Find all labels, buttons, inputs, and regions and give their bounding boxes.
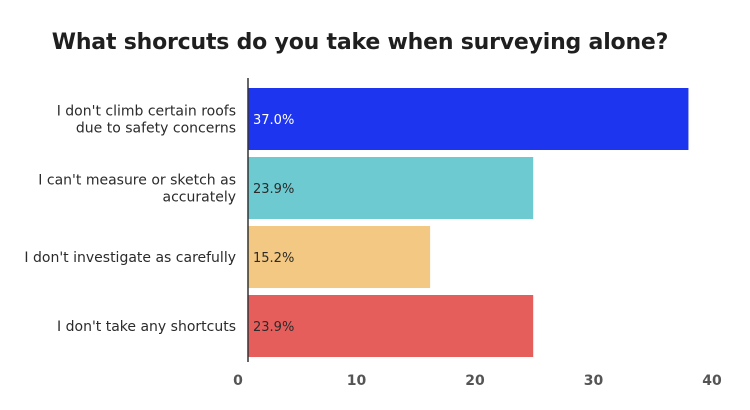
chart-title: What shorcuts do you take when surveying… bbox=[51, 30, 669, 55]
bar-1 bbox=[248, 88, 689, 150]
x-tick-0: 0 bbox=[233, 373, 243, 389]
x-tick-20: 20 bbox=[465, 373, 485, 389]
x-tick-10: 10 bbox=[347, 373, 367, 389]
value-label-4: 23.9% bbox=[253, 320, 294, 335]
category-label-3-line-1: I don't investigate as carefully bbox=[24, 250, 236, 266]
x-tick-30: 30 bbox=[584, 373, 604, 389]
category-label-2-line-2: accurately bbox=[163, 190, 236, 206]
value-label-1: 37.0% bbox=[253, 113, 294, 128]
bar-2 bbox=[248, 157, 534, 219]
category-label-4-line-1: I don't take any shortcuts bbox=[57, 319, 236, 335]
x-tick-40: 40 bbox=[702, 373, 722, 389]
value-label-3: 15.2% bbox=[253, 251, 294, 266]
category-label-1-line-2: due to safety concerns bbox=[76, 121, 236, 137]
bar-3 bbox=[248, 226, 431, 288]
value-labels: 37.0% 23.9% 15.2% 23.9% bbox=[253, 113, 294, 335]
category-label-1-line-1: I don't climb certain roofs bbox=[57, 104, 236, 120]
category-label-2-line-1: I can't measure or sketch as bbox=[38, 173, 236, 189]
bar-4 bbox=[248, 295, 534, 357]
value-label-2: 23.9% bbox=[253, 182, 294, 197]
x-axis-ticks: 0 10 20 30 40 bbox=[233, 373, 722, 389]
bars-layer bbox=[248, 88, 689, 357]
